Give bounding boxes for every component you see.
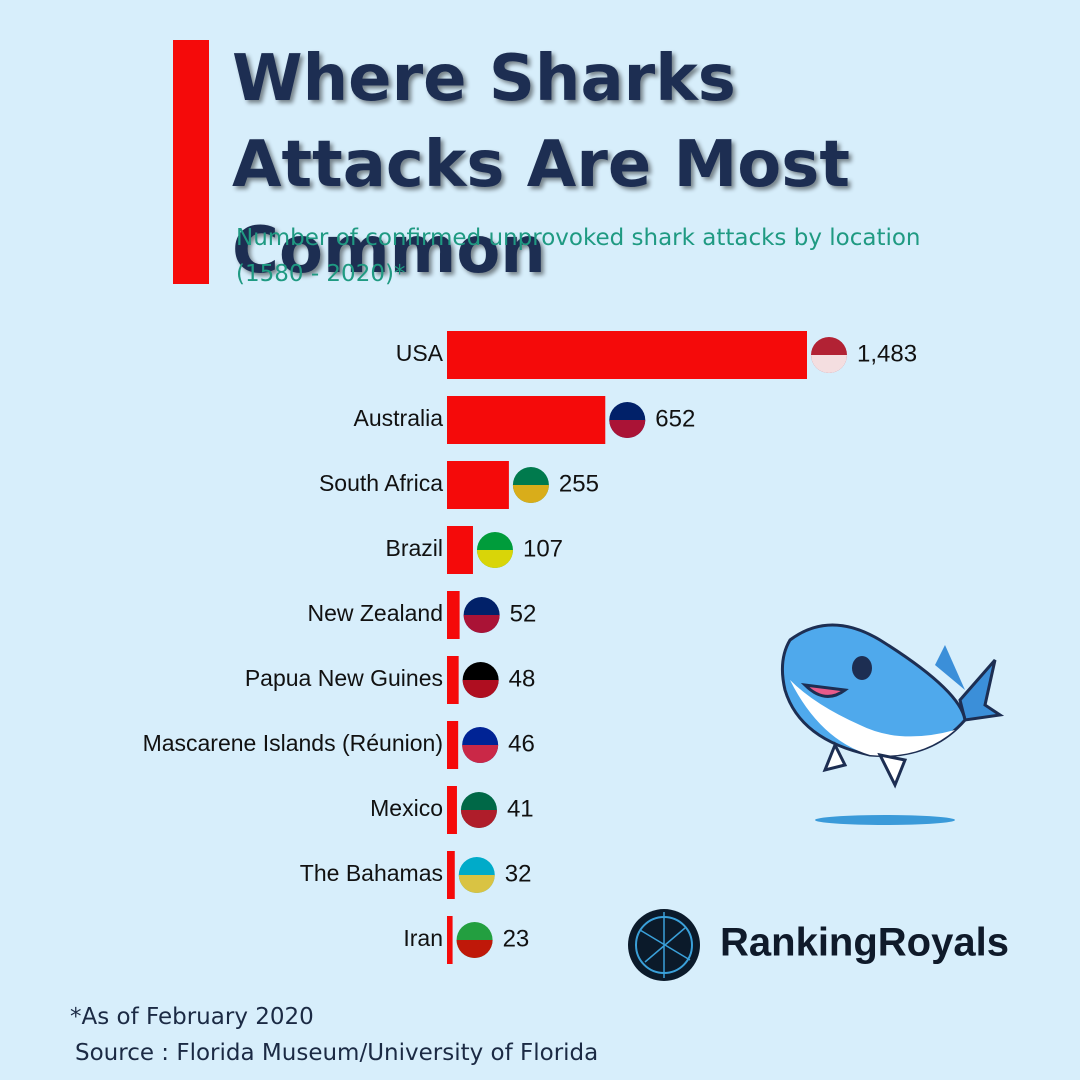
- value-label: 41: [507, 795, 534, 822]
- value-label: 32: [505, 860, 532, 887]
- category-label: Mascarene Islands (Réunion): [143, 730, 443, 756]
- category-label: USA: [396, 340, 444, 366]
- category-label: Mexico: [370, 795, 443, 821]
- bar: [447, 916, 453, 964]
- bar: [447, 396, 606, 444]
- accent-bar: [173, 40, 209, 284]
- bar: [447, 526, 473, 574]
- bar: [447, 656, 459, 704]
- value-label: 48: [509, 665, 536, 692]
- category-label: South Africa: [319, 470, 443, 496]
- bar: [447, 591, 460, 639]
- bar: [447, 851, 455, 899]
- category-label: Iran: [403, 925, 443, 951]
- source-note: Source : Florida Museum/University of Fl…: [75, 1040, 599, 1066]
- value-label: 652: [655, 405, 695, 432]
- brand-name: RankingRoyals: [720, 921, 1009, 965]
- flag-icon-detail: [458, 875, 495, 893]
- flag-icon-detail: [460, 810, 497, 828]
- category-label: Papua New Guines: [245, 665, 443, 691]
- category-label: Australia: [354, 405, 444, 431]
- bar: [447, 721, 459, 769]
- category-label: The Bahamas: [300, 860, 443, 886]
- category-label: Brazil: [385, 535, 443, 561]
- value-label: 255: [559, 470, 599, 497]
- flag-icon-detail: [463, 615, 500, 633]
- bar: [447, 461, 509, 509]
- value-label: 1,483: [857, 340, 917, 367]
- value-label: 107: [523, 535, 563, 562]
- shark-illustration: [780, 623, 1005, 825]
- chart-title: Where Sharks Attacks Are Most Common: [232, 42, 850, 288]
- flag-icon-detail: [512, 485, 549, 503]
- bar: [447, 331, 807, 379]
- footnote: *As of February 2020: [70, 1004, 314, 1030]
- chart-subtitle: Number of confirmed unprovoked shark att…: [236, 225, 921, 287]
- flag-icon-detail: [462, 680, 499, 698]
- bar: [447, 786, 457, 834]
- flag-icon-detail: [609, 420, 646, 438]
- flag-icon-detail: [476, 550, 513, 568]
- flag-icon-detail: [456, 940, 493, 958]
- flag-icon-detail: [462, 745, 499, 763]
- value-label: 52: [510, 600, 537, 627]
- value-label: 46: [508, 730, 535, 757]
- brand-logo: [628, 909, 700, 981]
- chart: RankingRoyals USA 1,483 Australia 652 South …: [143, 331, 1009, 981]
- value-label: 23: [503, 925, 530, 952]
- category-label: New Zealand: [307, 600, 443, 626]
- flag-icon-detail: [811, 355, 847, 373]
